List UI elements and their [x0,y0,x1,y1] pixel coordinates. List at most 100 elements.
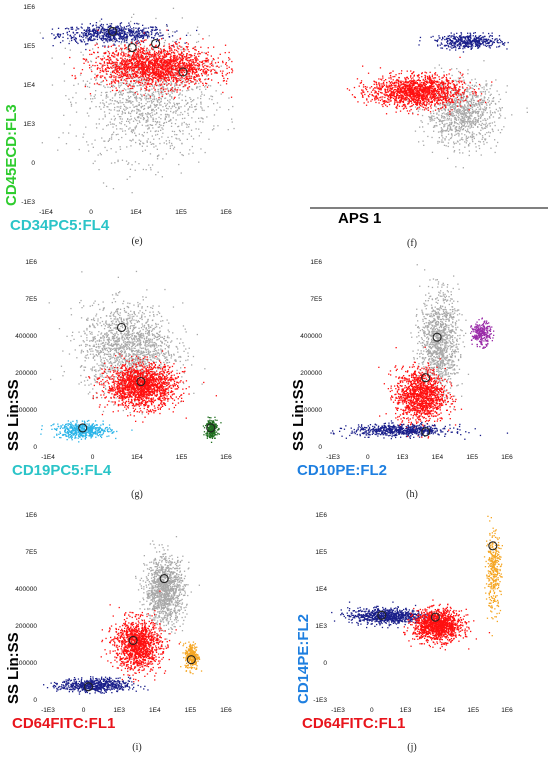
chart-e-point [106,63,108,65]
chart-e-point [123,31,125,33]
chart-e-point [176,109,179,111]
chart-f-point [463,111,465,113]
chart-f-point [461,117,463,119]
chart-e-point [185,63,187,65]
chart-e-point [221,72,223,74]
chart-f-point [444,117,446,119]
chart-e-point [200,95,202,97]
chart-e-point [121,94,123,96]
chart-e-y-tick-label: 1E6 [23,4,35,11]
chart-e-point [175,69,177,71]
chart-e-point [155,57,157,59]
chart-f-point [470,94,472,96]
chart-e-point [133,53,135,55]
chart-e-point [142,67,144,69]
chart-e-point [150,30,152,33]
chart-e-point [166,63,168,65]
chart-e-point [186,102,189,104]
chart-e-point [122,77,124,79]
chart-f-point [477,126,479,128]
chart-f-point [421,86,424,88]
chart-e-point [140,75,142,77]
chart-e-point [116,68,118,70]
chart-e-point [173,130,176,133]
chart-f-point [473,94,475,96]
chart-e-point [155,174,157,176]
chart-f-point [466,112,468,114]
chart-e-point [79,35,81,38]
chart-f-point [483,100,486,102]
chart-f-point [444,89,447,91]
chart-e-point [186,74,188,76]
chart-e-point [176,30,178,32]
chart-e-point [88,27,90,29]
chart-e-point [155,123,157,126]
chart-e-point [167,71,169,74]
chart-e-point [126,120,128,122]
chart-e-point [176,84,178,86]
chart-e-point [191,71,194,73]
chart-f-point [450,90,453,92]
chart-e-point [158,99,160,101]
chart-e-point [84,34,86,36]
chart-e-point [160,71,162,73]
chart-e-point [148,73,150,75]
chart-e-point [182,80,184,82]
chart-e-point [225,80,228,82]
chart-e-point [204,86,206,88]
chart-e-point [191,88,193,90]
chart-e-point [156,70,158,72]
chart-e-point [100,75,102,77]
chart-f-point [451,106,453,109]
chart-e-point [202,65,204,68]
chart-e-point [100,91,103,94]
chart-e-point [204,70,206,72]
chart-e-point [126,41,128,44]
chart-e-point [118,45,120,47]
chart-e-point [186,47,188,49]
chart-e-point [184,79,187,81]
chart-f-point [485,119,487,122]
chart-e-point [192,59,194,61]
chart-e-point [201,64,204,66]
chart-f-point [451,111,453,113]
chart-f-point [490,85,492,87]
chart-e-point [108,139,110,141]
chart-f-point [442,115,444,117]
chart-e-point [191,64,194,67]
chart-e-point [156,78,158,80]
chart-e-point [141,105,143,108]
chart-e-point [70,36,72,38]
chart-f-point [499,98,502,100]
chart-e-point [133,55,135,57]
chart-e-point [202,82,204,84]
chart-e-point [84,98,87,100]
chart-e-point [146,67,148,70]
chart-e-point [139,84,141,86]
chart-e-point [167,114,169,116]
chart-e-point [112,64,115,67]
chart-e-point [138,34,141,36]
chart-e-point [148,67,150,70]
chart-e-point [112,30,115,32]
chart-f-point [506,85,508,87]
chart-e-point [176,134,178,136]
chart-e-point [126,99,129,101]
chart-e-point [185,59,187,61]
chart-e-point [158,85,160,87]
chart-e-point [152,67,154,69]
chart-e-point [136,119,138,122]
chart-e-point [134,67,136,69]
chart-e-point [124,109,126,112]
chart-e-point [105,35,107,37]
chart-e-point [162,128,164,130]
chart-f-point [474,104,476,106]
chart-e-point [160,118,162,120]
chart-e-point [173,102,175,104]
chart-e-point [205,57,207,60]
chart-e-point [140,87,142,89]
chart-e-point [64,28,67,30]
chart-e-point [149,44,151,47]
chart-f-point [467,90,469,92]
chart-f-point [439,120,442,122]
